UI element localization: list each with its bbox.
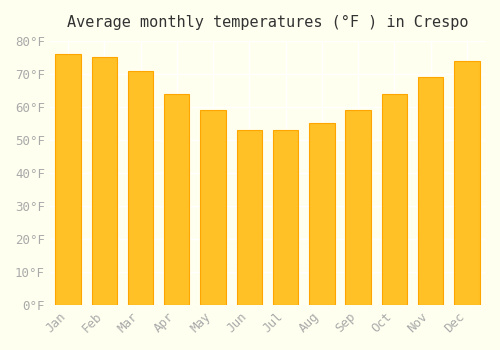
Bar [164, 94, 190, 305]
Bar [92, 57, 117, 305]
Bar [56, 54, 80, 305]
Bar [309, 124, 334, 305]
Bar [454, 61, 479, 305]
Bar [200, 110, 226, 305]
Bar [418, 77, 444, 305]
Bar [236, 130, 262, 305]
Bar [346, 110, 371, 305]
Bar [128, 71, 153, 305]
Title: Average monthly temperatures (°F ) in Crespo: Average monthly temperatures (°F ) in Cr… [66, 15, 468, 30]
Bar [382, 94, 407, 305]
Bar [273, 130, 298, 305]
